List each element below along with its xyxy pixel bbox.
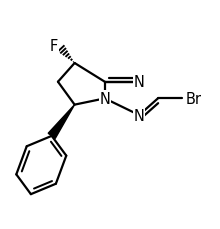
- Text: F: F: [50, 39, 58, 54]
- Polygon shape: [48, 105, 75, 139]
- Text: Br: Br: [186, 91, 202, 106]
- Text: N: N: [134, 75, 145, 90]
- Text: N: N: [134, 108, 145, 123]
- Text: N: N: [99, 91, 110, 106]
